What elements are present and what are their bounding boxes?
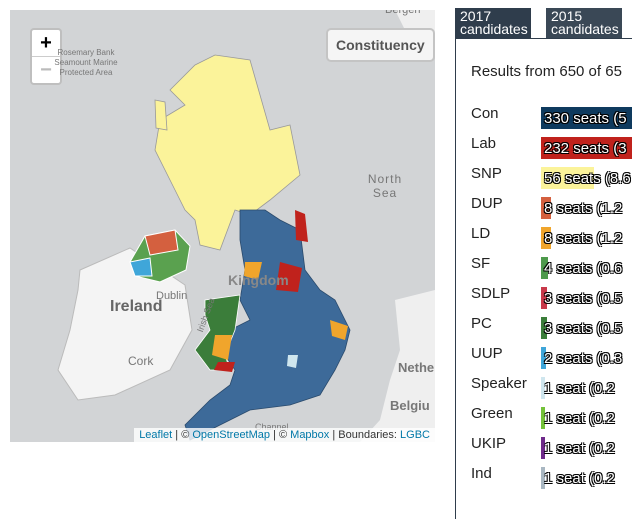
tab[interactable]: 2017 candidates	[455, 8, 531, 38]
party-name: UUP	[471, 345, 503, 362]
seat-bar	[541, 467, 545, 489]
map-tiles	[57, 10, 435, 442]
seat-bar	[541, 257, 548, 279]
map[interactable]: + − Constituency Bergen Rosemary Bank Se…	[10, 10, 435, 442]
map-label: Bergen	[385, 10, 421, 16]
party-name: UKIP	[471, 435, 507, 452]
seat-bar	[541, 287, 547, 309]
tab[interactable]: 2015 candidates	[546, 8, 622, 38]
results-panel	[455, 38, 632, 519]
map-label: Rosemary Bank Seamount Marine Protected …	[54, 48, 118, 77]
seat-bar	[541, 377, 545, 399]
seat-label: 3 seats (0.5	[544, 290, 623, 307]
map-label: Dublin	[156, 290, 188, 302]
party-name: PC	[471, 315, 492, 332]
seat-bar	[541, 137, 632, 159]
seat-bar	[541, 317, 547, 339]
seat-label: 4 seats (0.6	[544, 260, 623, 277]
party-name: Green	[471, 405, 513, 422]
seat-label: 1 seat (0.2	[544, 380, 615, 397]
party-name: DUP	[471, 195, 503, 212]
map-label: North Sea	[367, 172, 403, 200]
zoom-control: + −	[30, 28, 62, 85]
attribution-text: | ©	[172, 429, 193, 441]
party-name: LD	[471, 225, 491, 242]
attribution-link[interactable]: OpenStreetMap	[192, 429, 271, 441]
attribution-text: | ©	[270, 429, 291, 441]
party-name: SF	[471, 255, 491, 272]
attribution-link[interactable]: Leaflet	[139, 429, 173, 441]
party-name: Con	[471, 105, 499, 122]
seat-label: 232 seats (3	[544, 140, 627, 157]
results-heading: Results from 650 of 65	[471, 63, 622, 80]
seat-label: 3 seats (0.5	[544, 320, 623, 337]
seat-label: 2 seats (0.3	[544, 350, 623, 367]
seat-bar	[541, 347, 546, 369]
seat-label: 1 seat (0.2	[544, 470, 615, 487]
zoom-in[interactable]: +	[40, 32, 52, 54]
map-label: Kingdom	[228, 272, 289, 288]
seat-label: 1 seat (0.2	[544, 440, 615, 457]
seat-bar	[541, 437, 545, 459]
attribution-link[interactable]: LGBC	[400, 429, 430, 441]
seat-label: 1 seat (0.2	[544, 410, 615, 427]
layer-button[interactable]: Constituency	[326, 28, 435, 62]
seat-bar	[541, 227, 552, 249]
party-name: Speaker	[471, 375, 527, 392]
seat-label: 8 seats (1.2	[544, 230, 623, 247]
seat-bar	[541, 107, 632, 129]
map-label: Cork	[128, 354, 154, 368]
seat-bar	[541, 167, 595, 189]
party-name: SNP	[471, 165, 502, 182]
attribution-link[interactable]: Mapbox	[290, 429, 330, 441]
seat-bar	[541, 407, 545, 429]
party-name: Lab	[471, 135, 497, 152]
attribution: Leaflet | © OpenStreetMap | © Mapbox | B…	[134, 428, 435, 442]
map-label: Channel	[255, 422, 289, 432]
party-name: SDLP	[471, 285, 511, 302]
seat-label: 56 seats (8.6	[544, 170, 631, 187]
attribution-text: | Boundaries:	[329, 429, 401, 441]
seat-label: 330 seats (5	[544, 110, 627, 127]
party-name: Ind	[471, 465, 492, 482]
seat-bar	[541, 197, 552, 219]
seat-label: 8 seats (1.2	[544, 200, 623, 217]
map-label: Ireland	[110, 298, 163, 315]
map-label: Nethe	[398, 360, 435, 375]
zoom-out[interactable]: −	[32, 56, 60, 83]
map-label: Belgiu	[390, 398, 430, 413]
